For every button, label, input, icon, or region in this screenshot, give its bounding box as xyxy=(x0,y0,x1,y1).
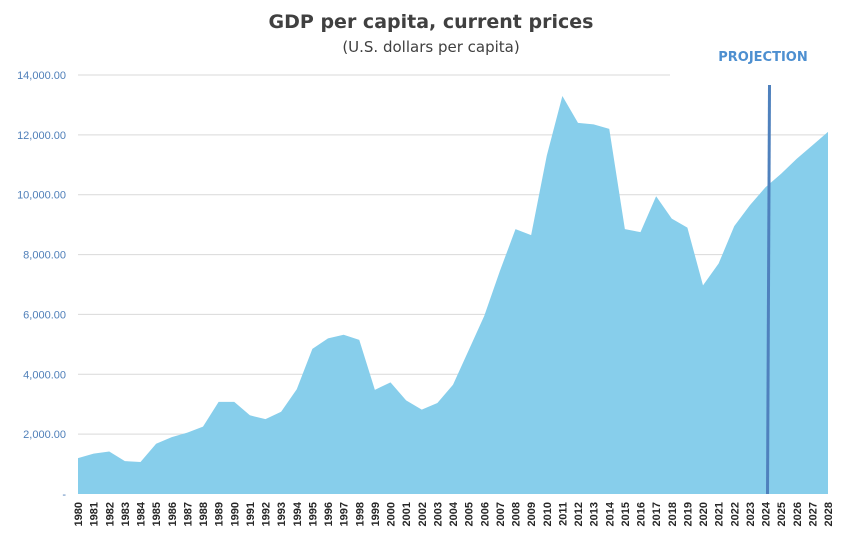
x-tick-label: 2005 xyxy=(464,502,476,526)
x-tick-label: 1981 xyxy=(89,502,101,526)
y-tick-label: 14,000.00 xyxy=(17,70,66,82)
x-tick-label: 2027 xyxy=(807,502,819,526)
y-tick-label: 6,000.00 xyxy=(23,309,66,321)
x-tick-label: 1992 xyxy=(261,502,273,526)
x-tick-label: 2020 xyxy=(698,502,710,526)
x-tick-label: 1996 xyxy=(323,502,335,526)
x-tick-label: 2026 xyxy=(792,502,804,526)
x-tick-label: 1986 xyxy=(167,502,179,526)
x-tick-label: 2024 xyxy=(761,501,773,526)
projection-label: PROJECTION xyxy=(718,50,807,65)
x-tick-label: 2008 xyxy=(511,502,523,526)
x-tick-label: 1983 xyxy=(120,502,132,526)
x-tick-label: 2007 xyxy=(495,502,507,526)
area-series-path xyxy=(78,95,828,494)
x-tick-label: 2006 xyxy=(479,502,491,526)
x-tick-label: 2015 xyxy=(620,502,632,526)
x-tick-label: 2017 xyxy=(651,502,663,526)
area-series xyxy=(78,95,828,494)
x-tick-label: 2022 xyxy=(729,502,741,526)
y-axis-ticks: - 2,000.00 4,000.00 6,000.00 8,000.00 10,000.… xyxy=(17,70,66,501)
x-tick-label: 1984 xyxy=(136,501,148,526)
chart-subtitle: (U.S. dollars per capita) xyxy=(342,38,519,56)
x-tick-label: 1988 xyxy=(198,502,210,526)
x-tick-label: 1990 xyxy=(229,502,241,526)
x-tick-label: 2019 xyxy=(682,502,694,526)
y-tick-label: 10,000.00 xyxy=(17,190,66,202)
x-tick-label: 2018 xyxy=(667,502,679,526)
x-tick-label: 2028 xyxy=(823,502,835,526)
x-tick-label: 2013 xyxy=(589,502,601,526)
x-tick-label: 2021 xyxy=(714,502,726,526)
x-tick-label: 1998 xyxy=(354,502,366,526)
x-tick-label: 2016 xyxy=(636,502,648,526)
y-tick-label: 12,000.00 xyxy=(17,130,66,142)
x-tick-label: 1999 xyxy=(370,502,382,526)
chart-title: GDP per capita, current prices xyxy=(269,11,594,33)
x-tick-label: 2002 xyxy=(417,502,429,526)
x-tick-label: 2009 xyxy=(526,502,538,526)
x-tick-label: 2003 xyxy=(432,502,444,526)
x-tick-label: 1980 xyxy=(73,502,85,526)
x-tick-label: 1997 xyxy=(339,502,351,526)
x-axis-ticks: 1980 1981 1982 1983 1984 1985 1986 1987 1988 1989… xyxy=(73,501,835,526)
projection-line xyxy=(766,84,771,495)
y-tick-label: - xyxy=(62,489,66,501)
x-tick-label: 1995 xyxy=(307,502,319,526)
x-tick-label: 1993 xyxy=(276,502,288,526)
x-tick-label: 2011 xyxy=(557,502,569,526)
x-tick-label: 1985 xyxy=(151,502,163,526)
y-tick-label: 4,000.00 xyxy=(23,369,66,381)
gridlines xyxy=(78,74,828,435)
y-tick-label: 2,000.00 xyxy=(23,429,66,441)
x-tick-label: 1989 xyxy=(214,502,226,526)
x-tick-label: 2001 xyxy=(401,502,413,526)
x-tick-label: 2010 xyxy=(542,502,554,526)
y-tick-label: 8,000.00 xyxy=(23,250,66,262)
x-tick-label: 2012 xyxy=(573,502,585,526)
x-tick-label: 2000 xyxy=(386,502,398,526)
x-tick-label: 1987 xyxy=(182,502,194,526)
x-tick-label: 2025 xyxy=(776,502,788,526)
x-tick-label: 2023 xyxy=(745,502,757,526)
x-tick-label: 2004 xyxy=(448,501,460,526)
x-tick-label: 1982 xyxy=(104,502,116,526)
x-tick-label: 1991 xyxy=(245,502,257,526)
x-tick-label: 2014 xyxy=(604,501,616,526)
x-tick-label: 1994 xyxy=(292,501,304,526)
